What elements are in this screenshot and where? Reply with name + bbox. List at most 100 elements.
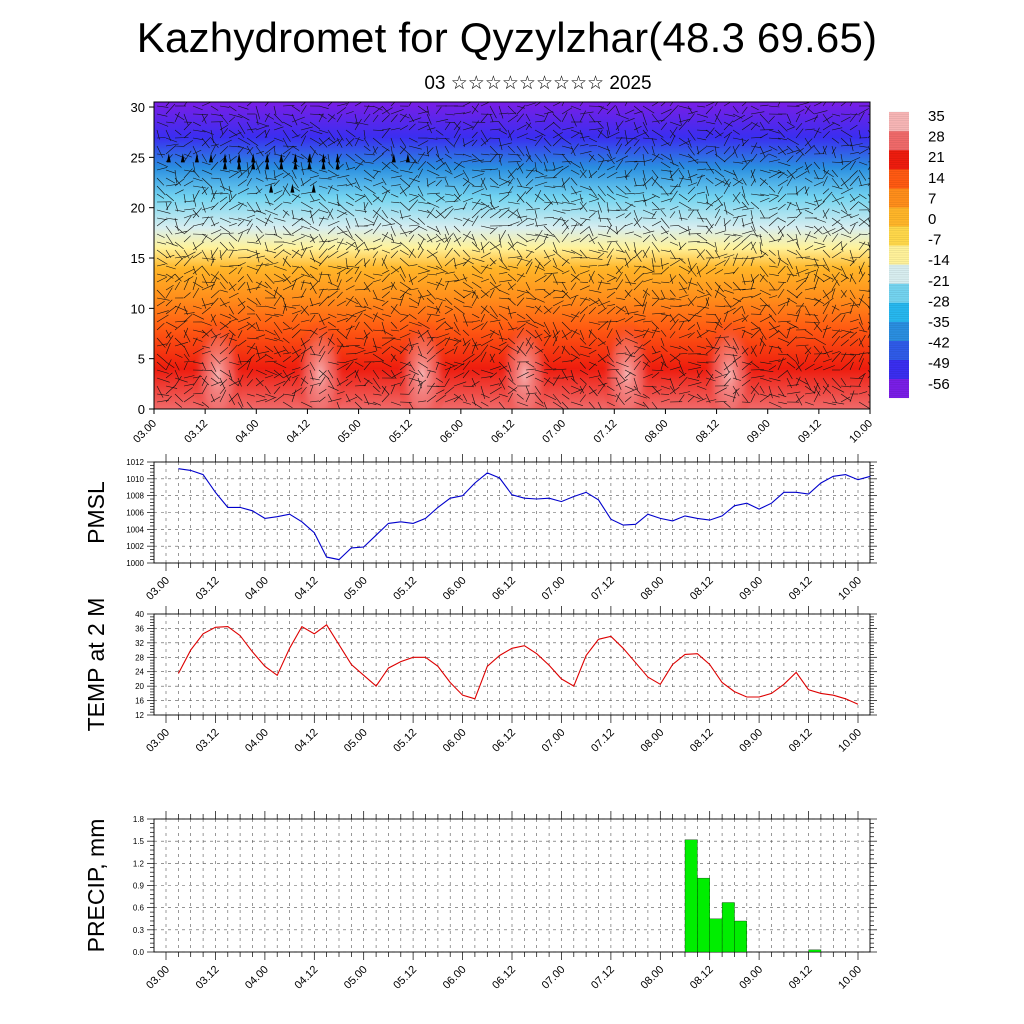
wind-barb	[354, 266, 360, 275]
x-tick-label: 09.00	[737, 575, 765, 603]
wind-barb	[642, 249, 648, 258]
wind-barb	[453, 126, 461, 139]
wind-barb	[228, 318, 237, 323]
wind-barb	[597, 121, 604, 129]
wind-barb	[507, 241, 518, 251]
wind-barb	[840, 241, 844, 252]
wind-barb	[390, 384, 396, 395]
wind-barb	[300, 126, 313, 131]
wind-barb	[795, 376, 801, 387]
wind-barb	[408, 123, 416, 131]
wind-barb	[750, 142, 758, 155]
wind-barb	[696, 369, 703, 379]
wind-barb	[669, 289, 676, 297]
wind-barb	[480, 385, 486, 399]
wind-barb	[714, 284, 721, 299]
wind-barb	[264, 233, 278, 236]
wind-barb	[183, 362, 188, 371]
wind-barb	[795, 277, 809, 283]
wind-barb	[444, 361, 455, 367]
wind-barb	[489, 241, 500, 251]
wind-barb	[786, 201, 797, 207]
wind-barb	[255, 201, 262, 213]
x-tick-label: 08.12	[694, 418, 722, 446]
wind-barb	[336, 317, 348, 323]
wind-barb	[372, 337, 378, 352]
wind-barb	[615, 265, 622, 274]
wind-barb	[255, 185, 261, 194]
wind-barb	[624, 396, 632, 403]
wind-barb	[246, 281, 251, 294]
wind-barb	[525, 179, 534, 187]
wind-barb	[624, 352, 634, 363]
wind-barb	[579, 111, 594, 115]
wind-barb	[201, 350, 211, 355]
wind-barb	[408, 264, 418, 267]
wind-barb	[183, 169, 196, 173]
wind-barb	[759, 337, 767, 347]
wind-barb	[219, 193, 229, 195]
wind-barb	[498, 361, 509, 372]
wind-barb	[786, 121, 795, 127]
wind-barb	[822, 176, 828, 187]
wind-barb	[750, 111, 765, 115]
wind-barb	[273, 179, 280, 187]
wind-barb	[210, 369, 220, 380]
wind-barb	[678, 320, 691, 323]
wind-barb	[507, 153, 521, 156]
wind-barb	[219, 265, 234, 268]
wind-barb	[426, 289, 437, 300]
wind-barb	[606, 102, 612, 107]
wind-barb	[399, 377, 406, 387]
wind-barb	[606, 291, 616, 299]
wind-barb	[381, 270, 390, 275]
wind-barb	[273, 233, 283, 239]
wind-barb	[309, 327, 318, 339]
x-tick-label: 03.12	[194, 575, 222, 603]
wind-barb	[291, 278, 297, 291]
wind-barb	[813, 385, 821, 397]
wind-barb	[534, 189, 542, 203]
wind-barb	[660, 209, 667, 217]
wind-barb	[327, 250, 339, 259]
wind-barb	[201, 328, 213, 339]
wind-barb	[831, 185, 843, 190]
wind-barb	[624, 257, 629, 268]
wind-barb	[480, 305, 488, 315]
wind-barb	[822, 289, 830, 300]
wind-barb	[264, 139, 275, 147]
wind-barb	[426, 236, 437, 243]
wind-barb	[471, 208, 482, 219]
wind-barb	[318, 255, 329, 267]
wind-barb	[732, 257, 743, 260]
wind-barb	[579, 313, 586, 323]
wind-barb	[642, 320, 653, 323]
wind-barb	[552, 113, 562, 122]
wind-barb	[462, 401, 471, 405]
wind-barb	[714, 269, 724, 275]
wind-barb	[210, 353, 221, 365]
wind-barb	[687, 345, 694, 353]
wind-barb	[363, 105, 374, 107]
wind-barb	[255, 262, 263, 275]
wind-barb	[750, 361, 760, 369]
wind-barb	[732, 355, 742, 363]
wind-barb	[201, 383, 208, 395]
wind-barb	[678, 333, 692, 339]
wind-barb	[669, 273, 674, 284]
wind-barb	[327, 114, 335, 123]
wind-barb	[696, 175, 705, 179]
wind-barb	[732, 326, 746, 331]
wind-barb	[291, 209, 295, 220]
warm-core	[601, 319, 654, 409]
wind-barb	[480, 241, 490, 251]
wind-barb	[273, 349, 286, 355]
wind-barb	[507, 112, 517, 115]
wind-pennant	[209, 153, 213, 163]
wind-barb	[543, 112, 549, 123]
wind-barb	[858, 217, 870, 227]
wind-barb	[516, 177, 522, 187]
wind-barb	[192, 129, 206, 133]
wind-barb	[552, 336, 558, 347]
